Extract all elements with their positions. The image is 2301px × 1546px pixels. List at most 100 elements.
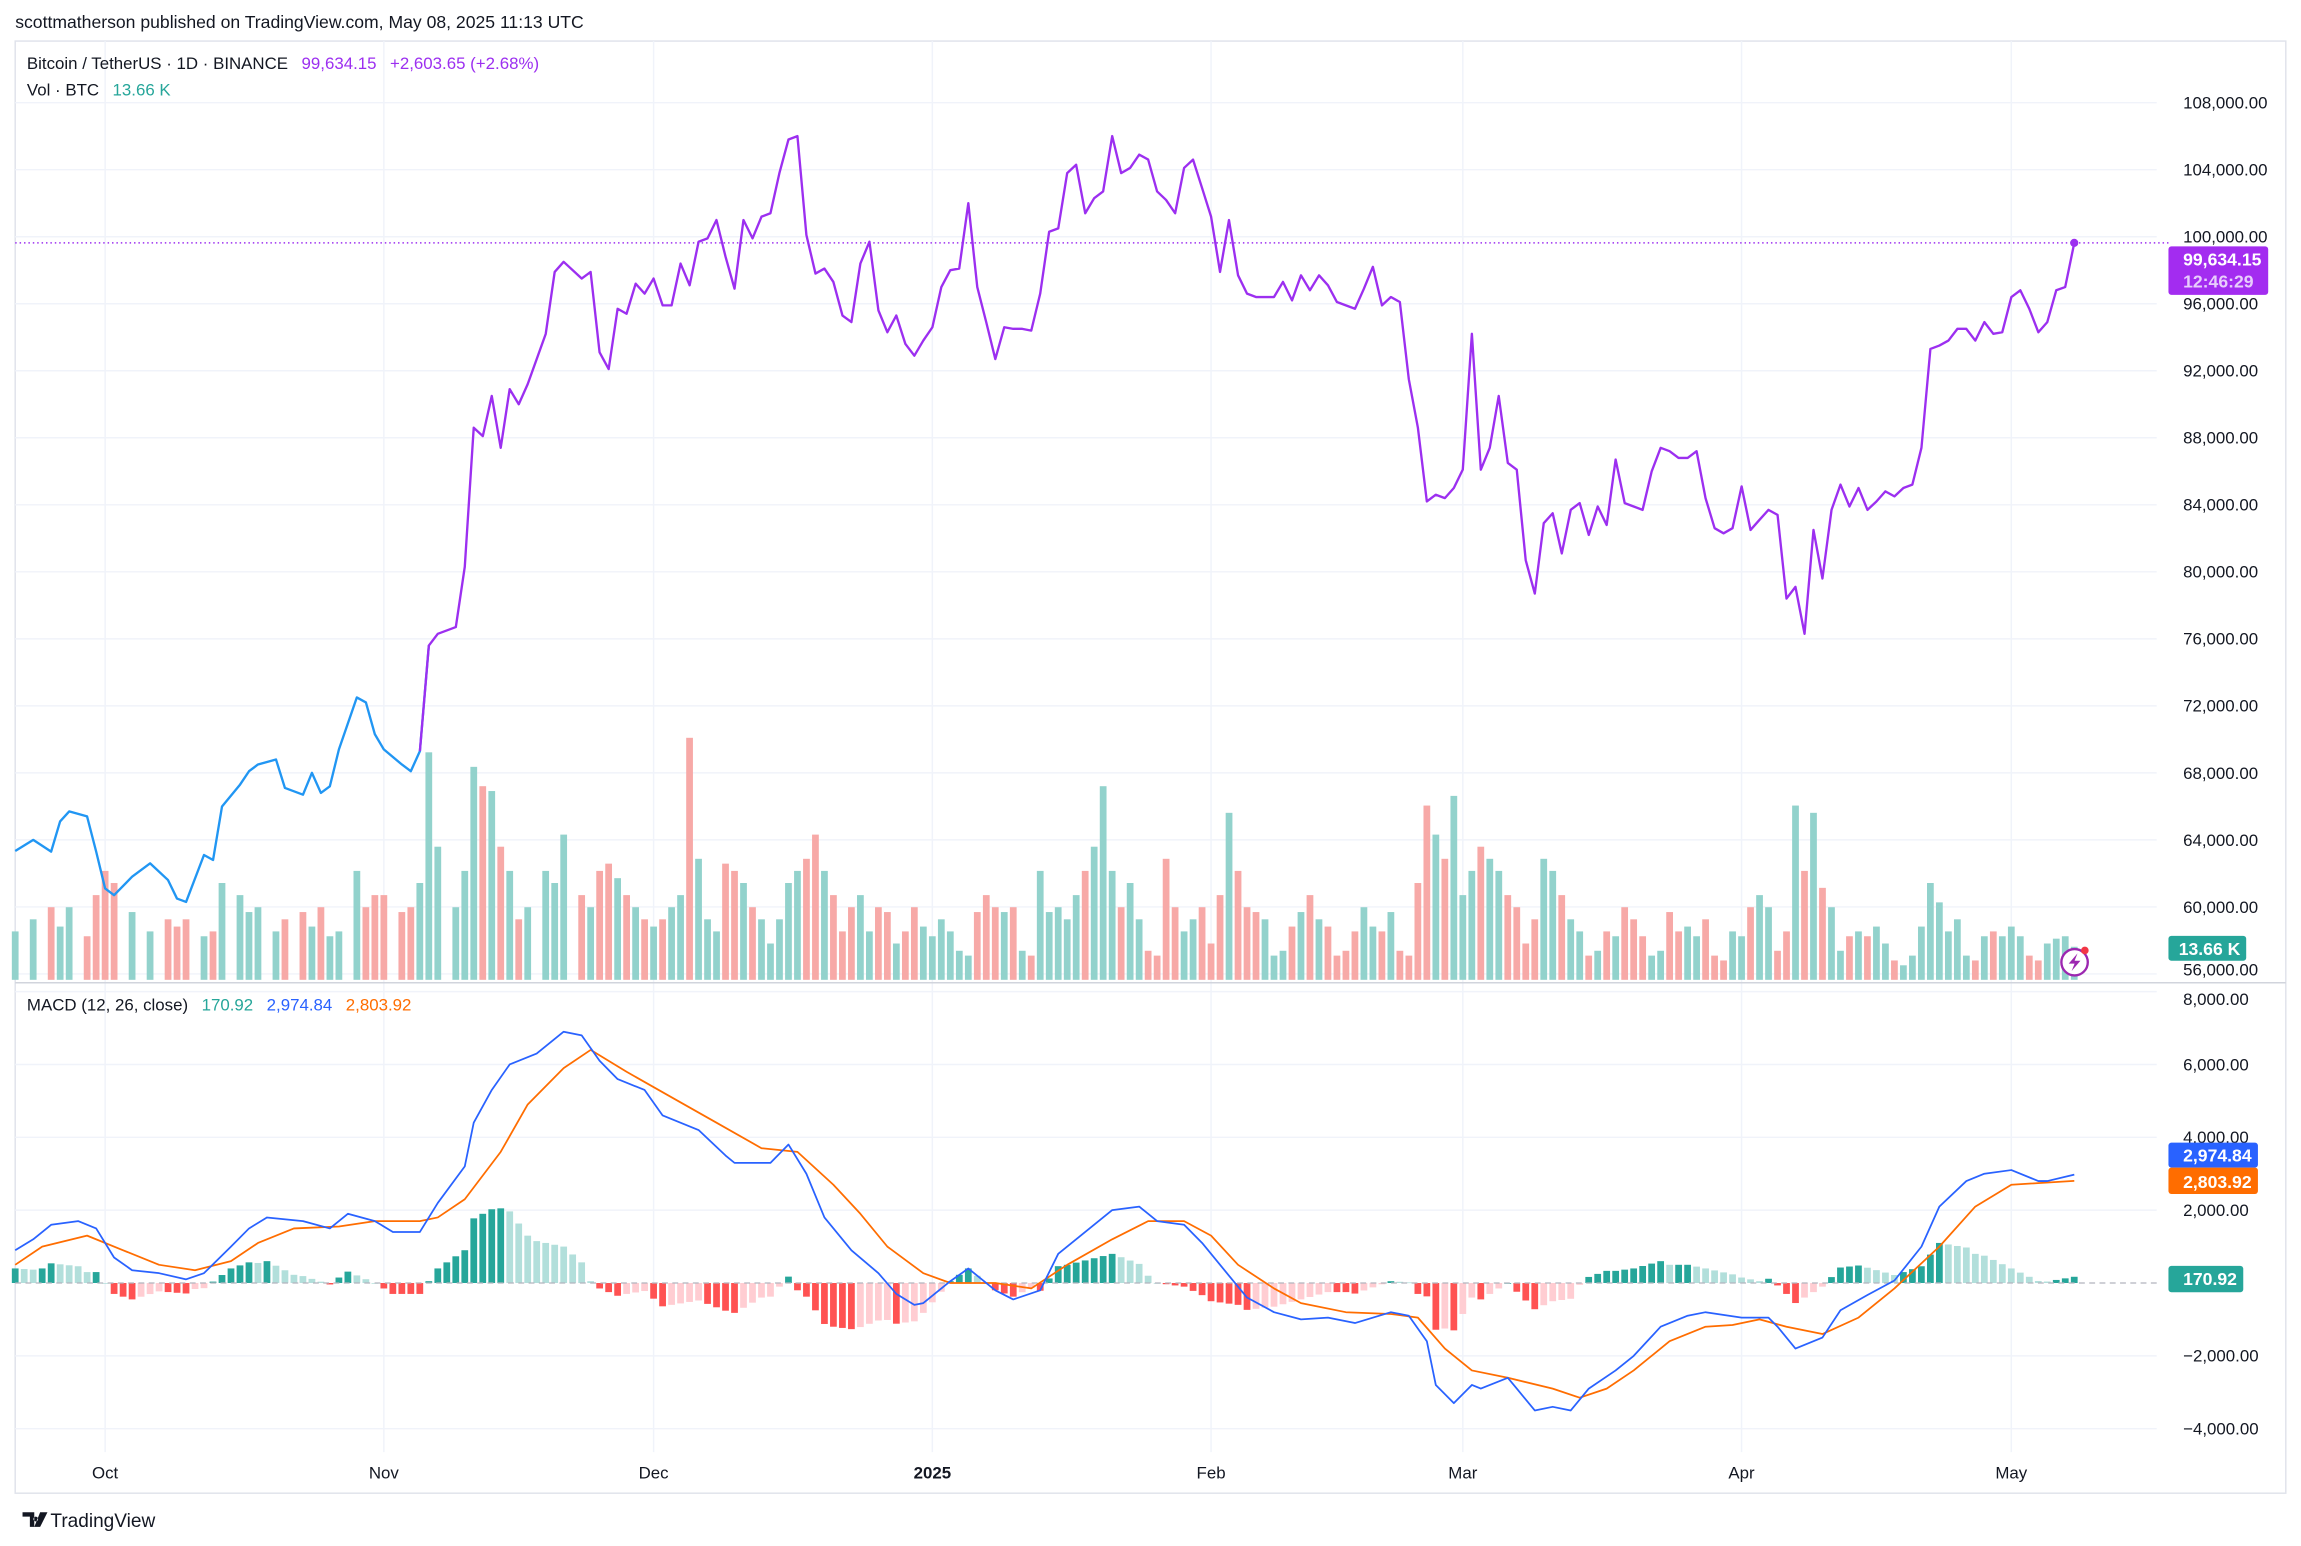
volume-bar xyxy=(407,907,415,980)
histogram-bar xyxy=(101,1283,109,1284)
histogram-bar xyxy=(74,1266,82,1284)
histogram-bar xyxy=(1090,1258,1098,1284)
macd-badge: 2,974.84 xyxy=(2168,1142,2258,1168)
histogram-bar xyxy=(20,1269,28,1284)
volume-bar xyxy=(1315,919,1323,980)
volume-bar xyxy=(308,926,316,980)
volume-bar xyxy=(209,931,217,980)
histogram-bar xyxy=(1693,1266,1700,1284)
histogram-bar xyxy=(1198,1283,1206,1296)
macd-legend[interactable]: MACD (12, 26, close) 170.92 2,974.84 2,8… xyxy=(27,996,411,1015)
histogram-bar xyxy=(497,1208,505,1284)
price-tick-label: 76,000.00 xyxy=(2183,630,2258,649)
price-tick-label: 96,000.00 xyxy=(2183,295,2258,314)
volume-bar xyxy=(910,907,918,980)
volume-bar xyxy=(335,931,343,980)
volume-bar xyxy=(848,907,855,980)
time-tick-label: Apr xyxy=(1728,1464,1755,1483)
histogram-bar xyxy=(596,1283,604,1289)
histogram-bar xyxy=(1171,1283,1179,1286)
histogram-bar xyxy=(1261,1283,1269,1308)
volume-bar xyxy=(1935,902,1943,980)
macd-tick-label: 8,000.00 xyxy=(2183,990,2249,1009)
histogram-bar xyxy=(1864,1267,1871,1284)
svg-text:2,974.84: 2,974.84 xyxy=(2183,1146,2252,1166)
volume-bar xyxy=(1666,912,1674,980)
volume-bar xyxy=(29,919,37,980)
volume-bar xyxy=(1108,870,1116,980)
volume-bar xyxy=(1540,858,1548,980)
histogram-bar xyxy=(1621,1269,1629,1284)
histogram-bar xyxy=(587,1281,595,1284)
volume-bar xyxy=(1450,795,1458,980)
histogram-bar xyxy=(1081,1260,1089,1284)
histogram-bar xyxy=(461,1250,469,1284)
histogram-bar xyxy=(1162,1283,1170,1285)
histogram-bar xyxy=(955,1274,963,1284)
volume-bar xyxy=(1504,895,1512,980)
histogram-bar xyxy=(650,1283,657,1299)
lightning-icon[interactable] xyxy=(2060,946,2089,977)
volume-bar xyxy=(794,870,801,980)
histogram-bar xyxy=(146,1283,154,1295)
volume-bar xyxy=(1837,950,1844,980)
histogram-bar xyxy=(1612,1270,1620,1284)
volume-bar xyxy=(1918,926,1925,980)
macd-line xyxy=(14,1030,2075,1412)
histogram-bar xyxy=(2070,1276,2078,1284)
volume-bar xyxy=(758,919,765,980)
volume-bar xyxy=(488,791,496,980)
histogram-bar xyxy=(1351,1283,1359,1294)
histogram-bar xyxy=(1720,1272,1727,1284)
histogram-bar xyxy=(164,1283,172,1293)
histogram-bar xyxy=(1585,1276,1593,1284)
price-axis[interactable]: 108,000.00 104,000.00 100,000.00 96,000.00 9… xyxy=(2183,94,2267,1439)
histogram-bar xyxy=(659,1283,666,1307)
histogram-bar xyxy=(110,1283,118,1294)
histogram-bar xyxy=(443,1262,451,1284)
time-axis[interactable]: Oct Nov Dec 2025 Feb Mar Apr May xyxy=(92,1464,2028,1483)
volume-bar xyxy=(416,883,424,980)
volume-bar xyxy=(1980,936,1988,980)
histogram-bar xyxy=(1225,1283,1233,1304)
histogram-bar xyxy=(1540,1283,1548,1306)
symbol-legend[interactable]: Bitcoin / TetherUS · 1D · BINANCE 99,634… xyxy=(27,54,539,73)
volume-bar xyxy=(1792,805,1799,980)
volume-legend[interactable]: Vol · BTC 13.66 K xyxy=(27,80,172,99)
histogram-bar xyxy=(740,1283,747,1308)
histogram-bar xyxy=(1423,1283,1431,1297)
volume-bar xyxy=(1531,919,1539,980)
histogram-bar xyxy=(326,1283,334,1285)
volume-bar xyxy=(1819,887,1826,980)
histogram-bar xyxy=(1234,1283,1242,1305)
histogram-bar xyxy=(623,1283,630,1294)
histogram-bar xyxy=(731,1283,738,1313)
signal-value: 2,803.92 xyxy=(346,996,412,1015)
volume-bar xyxy=(515,919,523,980)
tradingview-logo[interactable]: TradingView xyxy=(22,1511,156,1532)
histogram-bar xyxy=(191,1283,199,1290)
volume-bar xyxy=(857,895,864,980)
volume-bar xyxy=(731,870,738,980)
time-tick-label: Nov xyxy=(369,1464,400,1483)
volume-bar xyxy=(1558,895,1566,980)
histogram-bar xyxy=(803,1283,810,1297)
histogram-bar xyxy=(1567,1283,1575,1299)
histogram-bar xyxy=(2007,1268,2015,1284)
volume-bar xyxy=(353,870,361,980)
volume-bar xyxy=(1153,955,1161,980)
histogram-bar xyxy=(182,1283,190,1294)
attribution: scottmatherson published on TradingView.… xyxy=(15,12,584,32)
volume-bar xyxy=(1306,895,1314,980)
volume-bar xyxy=(1639,936,1647,980)
volume-bar xyxy=(200,936,208,980)
volume-bar xyxy=(641,919,648,980)
histogram-bar xyxy=(299,1276,307,1284)
price-line-segment xyxy=(418,134,2076,752)
histogram-bar xyxy=(1998,1264,2006,1284)
volume-bar xyxy=(1018,950,1026,980)
volume-bar xyxy=(1468,870,1476,980)
histogram-bar xyxy=(1855,1265,1862,1284)
volume-badge: 13.66 K xyxy=(2168,935,2247,961)
